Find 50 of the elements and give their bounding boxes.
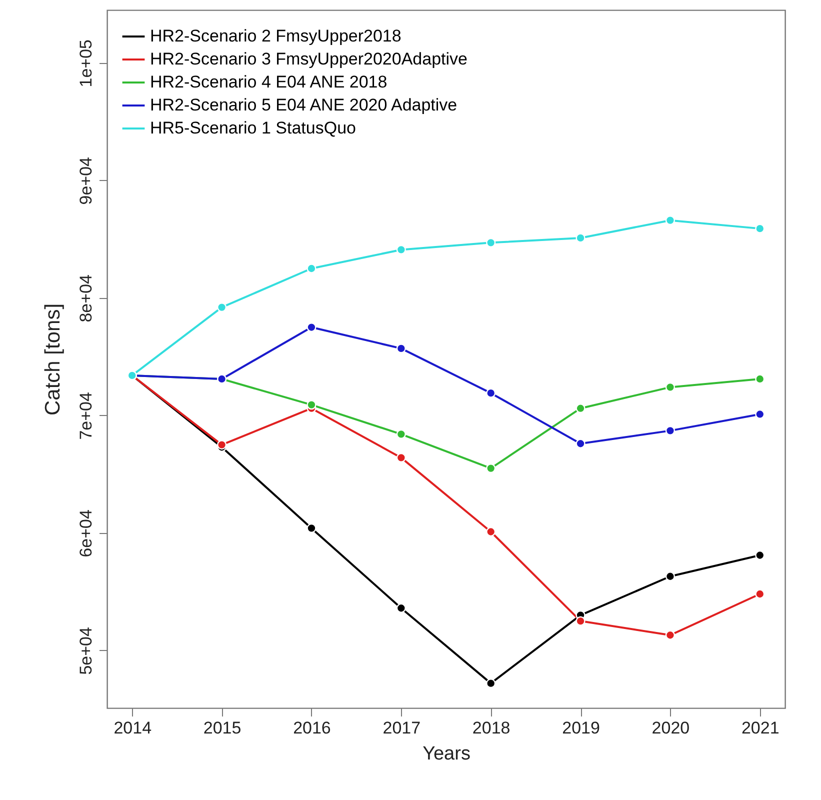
y-tick-label: 7e+04 [76,392,96,440]
y-tick-label: 9e+04 [76,157,96,205]
point [576,404,586,414]
point [306,264,316,274]
point [396,603,406,613]
point [486,388,496,398]
x-tick-label: 2016 [293,718,331,738]
y-tick-label: 6e+04 [76,510,96,558]
point [665,216,675,226]
point [665,630,675,640]
point [486,464,496,474]
point [486,678,496,688]
point [396,344,406,354]
point [306,322,316,332]
y-axis-title: Catch [tons] [42,303,64,416]
point [576,438,586,448]
point [755,224,765,234]
x-tick-label: 2019 [562,718,600,738]
point [217,302,227,312]
legend-label: HR2-Scenario 3 FmsyUpper2020Adaptive [150,50,468,68]
legend-label: HR5-Scenario 1 StatusQuo [150,118,356,138]
x-tick-label: 2017 [382,718,421,738]
legend-label: HR2-Scenario 5 E04 ANE 2020 Adaptive [150,96,458,114]
point [306,523,316,533]
point [755,589,765,599]
legend-label: HR2-Scenario 4 E04 ANE 2018 [150,72,388,92]
legend-label: HR2-Scenario 2 FmsyUpper2018 [150,26,402,46]
y-tick-label: 1e+05 [76,40,96,88]
point [486,238,496,248]
point [396,244,406,254]
point [665,426,675,436]
y-tick-label: 5e+04 [76,627,96,675]
point [755,550,765,560]
point [396,429,406,439]
point [576,233,586,243]
x-axis-title: Years [422,744,470,764]
point [306,400,316,410]
point [755,409,765,420]
x-tick-label: 2020 [652,718,690,738]
point [755,374,765,384]
x-tick-label: 2021 [741,718,780,738]
point [665,572,675,582]
x-tick-label: 2018 [472,718,510,738]
point [665,382,675,392]
x-tick-label: 2014 [114,718,152,738]
x-tick-label: 2015 [203,718,242,738]
point [486,526,496,537]
point [396,452,406,462]
y-tick-label: 8e+04 [76,274,96,322]
point [576,616,586,626]
